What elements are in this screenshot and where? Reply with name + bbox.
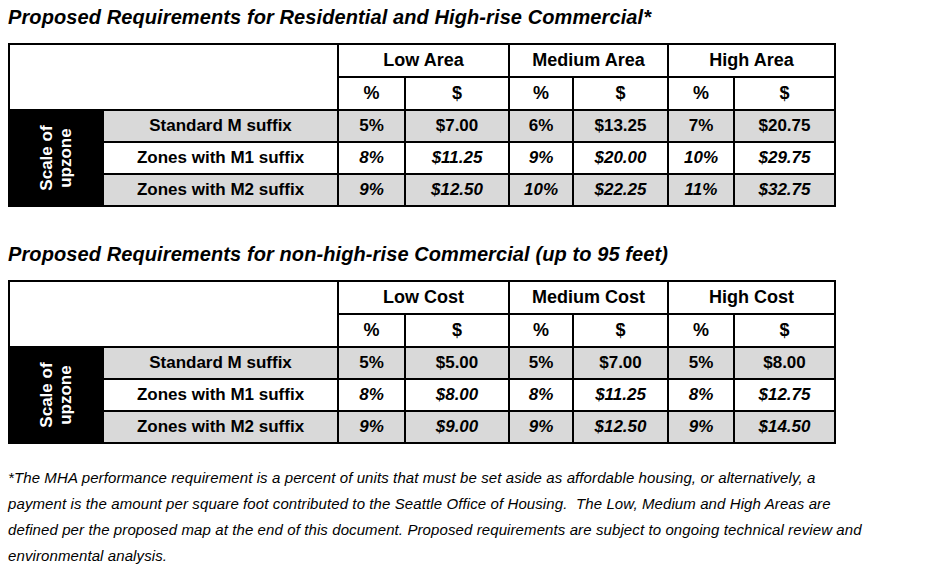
value-cell: 10%: [509, 174, 573, 206]
table-row: Scale of upzone Standard M suffix 5% $5.…: [9, 347, 835, 379]
percent-header: %: [338, 314, 405, 347]
row-label: Standard M suffix: [103, 110, 338, 142]
footnote-line: defined per the proposed map at the end …: [8, 517, 941, 543]
scale-of-upzone-cell: Scale of upzone: [9, 347, 103, 443]
col-group-medium-cost: Medium Cost: [509, 281, 668, 314]
value-cell: $11.25: [573, 379, 668, 411]
footnote-line: payment is the amount per square foot co…: [8, 491, 941, 517]
value-cell: $8.00: [405, 379, 509, 411]
value-cell: 5%: [338, 110, 405, 142]
percent-header: %: [668, 77, 734, 110]
value-cell: 10%: [668, 142, 734, 174]
commercial-requirements-table: Low Cost Medium Cost High Cost % $ % $ %…: [8, 280, 836, 444]
value-cell: $12.75: [734, 379, 835, 411]
value-cell: $32.75: [734, 174, 835, 206]
col-group-high-cost: High Cost: [668, 281, 835, 314]
value-cell: $20.75: [734, 110, 835, 142]
value-cell: 7%: [668, 110, 734, 142]
table-row: Scale of upzone Standard M suffix 5% $7.…: [9, 110, 835, 142]
value-cell: 11%: [668, 174, 734, 206]
footnote-line: *The MHA performance requirement is a pe…: [8, 465, 941, 491]
column-group-header-row: Low Area Medium Area High Area: [9, 44, 835, 77]
value-cell: $8.00: [734, 347, 835, 379]
footnote-line: environmental analysis.: [8, 543, 941, 565]
dollar-header: $: [573, 77, 668, 110]
row-label: Zones with M1 suffix: [103, 142, 338, 174]
value-cell: $29.75: [734, 142, 835, 174]
table-row: Zones with M1 suffix 8% $11.25 9% $20.00…: [9, 142, 835, 174]
col-group-low-cost: Low Cost: [338, 281, 509, 314]
table-title-residential: Proposed Requirements for Residential an…: [8, 5, 941, 29]
value-cell: 5%: [509, 347, 573, 379]
table-row: Zones with M1 suffix 8% $8.00 8% $11.25 …: [9, 379, 835, 411]
table-row: Zones with M2 suffix 9% $12.50 10% $22.2…: [9, 174, 835, 206]
value-cell: $9.00: [405, 411, 509, 443]
dollar-header: $: [573, 314, 668, 347]
value-cell: $20.00: [573, 142, 668, 174]
percent-header: %: [338, 77, 405, 110]
value-cell: $12.50: [405, 174, 509, 206]
document-page: Proposed Requirements for Residential an…: [0, 0, 941, 565]
value-cell: $11.25: [405, 142, 509, 174]
footnote: *The MHA performance requirement is a pe…: [8, 465, 941, 565]
row-label: Zones with M2 suffix: [103, 174, 338, 206]
dollar-header: $: [734, 77, 835, 110]
value-cell: 8%: [338, 142, 405, 174]
value-cell: $13.25: [573, 110, 668, 142]
percent-header: %: [509, 314, 573, 347]
value-cell: 5%: [338, 347, 405, 379]
value-cell: 9%: [338, 174, 405, 206]
scale-of-upzone-label: Scale of upzone: [37, 112, 75, 204]
value-cell: 8%: [668, 379, 734, 411]
percent-header: %: [509, 77, 573, 110]
scale-of-upzone-cell: Scale of upzone: [9, 110, 103, 206]
value-cell: 6%: [509, 110, 573, 142]
value-cell: $22.25: [573, 174, 668, 206]
col-group-low-area: Low Area: [338, 44, 509, 77]
col-group-high-area: High Area: [668, 44, 835, 77]
value-cell: 9%: [338, 411, 405, 443]
value-cell: 8%: [338, 379, 405, 411]
table-row: Zones with M2 suffix 9% $9.00 9% $12.50 …: [9, 411, 835, 443]
row-label: Zones with M1 suffix: [103, 379, 338, 411]
value-cell: $12.50: [573, 411, 668, 443]
row-label: Zones with M2 suffix: [103, 411, 338, 443]
corner-cell: [9, 44, 338, 110]
commercial-table-section: Proposed Requirements for non-high-rise …: [8, 242, 941, 444]
table-title-commercial: Proposed Requirements for non-high-rise …: [8, 242, 941, 266]
value-cell: 9%: [509, 142, 573, 174]
percent-header: %: [668, 314, 734, 347]
corner-cell: [9, 281, 338, 347]
row-label: Standard M suffix: [103, 347, 338, 379]
residential-requirements-table: Low Area Medium Area High Area % $ % $ %…: [8, 43, 836, 207]
column-group-header-row: Low Cost Medium Cost High Cost: [9, 281, 835, 314]
residential-table-section: Proposed Requirements for Residential an…: [8, 5, 941, 207]
value-cell: 9%: [509, 411, 573, 443]
scale-of-upzone-label: Scale of upzone: [37, 349, 75, 441]
col-group-medium-area: Medium Area: [509, 44, 668, 77]
dollar-header: $: [405, 314, 509, 347]
dollar-header: $: [405, 77, 509, 110]
value-cell: 8%: [509, 379, 573, 411]
value-cell: 9%: [668, 411, 734, 443]
value-cell: $7.00: [405, 110, 509, 142]
value-cell: $7.00: [573, 347, 668, 379]
value-cell: 5%: [668, 347, 734, 379]
value-cell: $14.50: [734, 411, 835, 443]
value-cell: $5.00: [405, 347, 509, 379]
dollar-header: $: [734, 314, 835, 347]
